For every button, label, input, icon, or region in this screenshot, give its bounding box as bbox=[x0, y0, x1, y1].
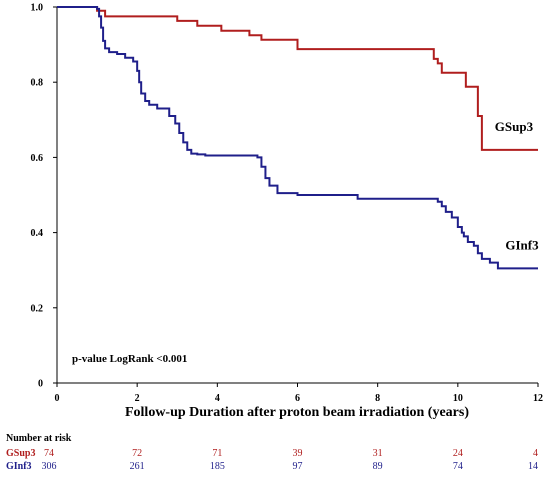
x-tick-label: 2 bbox=[135, 393, 140, 404]
x-tick-label: 0 bbox=[55, 393, 60, 404]
y-tick-label: 0.4 bbox=[31, 228, 44, 239]
logrank-annotation: p-value LogRank <0.001 bbox=[72, 353, 187, 365]
x-tick-label: 12 bbox=[533, 393, 543, 404]
risk-value: 31 bbox=[373, 448, 383, 459]
axes: 0 0.2 0.4 0.6 0.8 1.0 0 2 4 6 8 10 12 bbox=[31, 3, 544, 405]
x-axis-label: Follow-up Duration after proton beam irr… bbox=[125, 405, 469, 420]
y-tick-label: 0 bbox=[38, 379, 43, 390]
risk-value: 39 bbox=[293, 448, 303, 459]
x-tick-label: 8 bbox=[375, 393, 380, 404]
risk-value: 74 bbox=[44, 448, 54, 459]
y-tick-label: 0.8 bbox=[31, 78, 44, 89]
risk-value: 71 bbox=[212, 448, 222, 459]
risk-value: 89 bbox=[373, 461, 383, 472]
series-label-ginf3: GInf3 bbox=[505, 238, 539, 253]
number-at-risk-title: Number at risk bbox=[6, 433, 72, 444]
risk-value: 306 bbox=[42, 461, 57, 472]
risk-value: 24 bbox=[453, 448, 463, 459]
series-line-ginf3 bbox=[57, 6, 538, 270]
risk-value: 14 bbox=[528, 461, 538, 472]
risk-value: 4 bbox=[533, 448, 538, 459]
y-tick-label: 0.6 bbox=[31, 153, 44, 164]
number-at-risk-table: Number at risk GSup3 74 72 71 39 31 24 4 GInf3 30… bbox=[6, 433, 538, 472]
x-tick-label: 10 bbox=[453, 393, 463, 404]
risk-value: 72 bbox=[132, 448, 142, 459]
labels-layer: Follow-up Duration after proton beam irr… bbox=[72, 119, 539, 420]
risk-value: 185 bbox=[210, 461, 225, 472]
risk-value: 74 bbox=[453, 461, 463, 472]
risk-row-label-gsup3: GSup3 bbox=[6, 448, 35, 459]
risk-value: 97 bbox=[293, 461, 303, 472]
x-tick-label: 4 bbox=[215, 393, 220, 404]
series-label-gsup3: GSup3 bbox=[495, 119, 534, 134]
x-tick-label: 6 bbox=[295, 393, 300, 404]
y-tick-label: 0.2 bbox=[31, 303, 44, 314]
risk-row-label-ginf3: GInf3 bbox=[6, 461, 32, 472]
series-line-gsup3 bbox=[57, 6, 538, 151]
risk-value: 261 bbox=[130, 461, 145, 472]
series-layer bbox=[57, 6, 538, 270]
y-tick-label: 1.0 bbox=[31, 3, 44, 14]
